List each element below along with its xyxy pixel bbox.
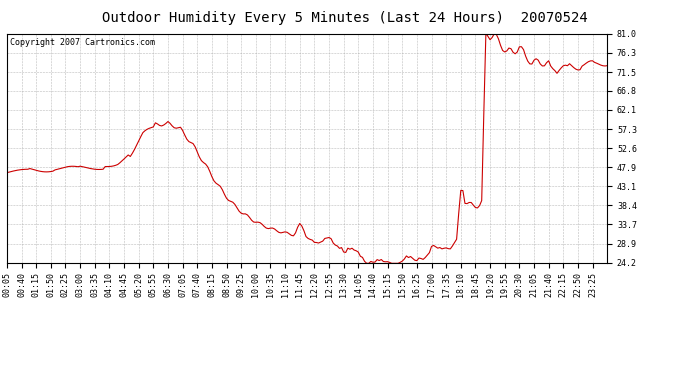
Text: Outdoor Humidity Every 5 Minutes (Last 24 Hours)  20070524: Outdoor Humidity Every 5 Minutes (Last 2… bbox=[102, 11, 588, 25]
Text: Copyright 2007 Cartronics.com: Copyright 2007 Cartronics.com bbox=[10, 38, 155, 47]
